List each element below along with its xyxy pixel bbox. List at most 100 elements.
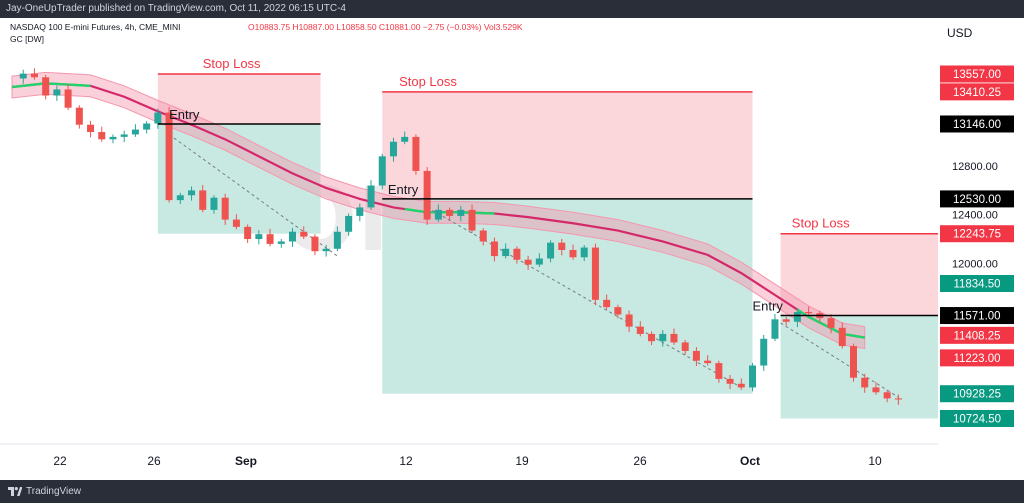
price-tag: 11408.25 [940, 326, 1014, 344]
price-tag: 10928.25 [940, 385, 1014, 403]
candle-body [659, 333, 667, 342]
candle-body [737, 383, 745, 388]
price-tag: 12530.00 [940, 190, 1014, 208]
candle-body [412, 136, 420, 171]
price-tag-box [940, 326, 1014, 344]
candle-body [749, 365, 757, 388]
price-tag: 13557.00 [940, 65, 1014, 83]
candle-body [120, 134, 128, 137]
price-tag-text: 12243.75 [953, 229, 1001, 241]
candle-body [760, 338, 768, 366]
candle-body [188, 190, 196, 196]
candle-body [87, 124, 95, 133]
price-tag: 11834.50 [940, 274, 1014, 292]
candle-body [19, 73, 27, 79]
candle-body [232, 219, 240, 227]
candle-body [580, 247, 588, 258]
price-tag-text: 11408.25 [953, 330, 1000, 342]
price-tag-box [940, 385, 1014, 403]
price-tag-box [940, 307, 1014, 325]
price-tag-text: 11834.50 [953, 278, 1000, 290]
candle-body [681, 342, 689, 351]
candle-body [838, 327, 846, 347]
price-axis-label: 12800.00 [952, 161, 998, 173]
legend-symbol: NASDAQ 100 E-mini Futures, 4h, CME_MINI [10, 22, 181, 32]
candle-body [53, 89, 61, 96]
candle-body [446, 209, 454, 216]
price-tag-text: 11571.00 [953, 311, 1000, 323]
candle-body [64, 89, 72, 108]
candle-body [782, 319, 790, 322]
tradingview-logo-icon[interactable] [8, 487, 22, 496]
price-tag-box [940, 225, 1014, 243]
candle-body [75, 107, 83, 125]
candle-body [591, 247, 599, 300]
price-tag-box [940, 83, 1014, 101]
band-midline-bullish [11, 82, 91, 89]
candle-body [692, 350, 700, 361]
stop-loss-label: Stop Loss [792, 216, 850, 231]
candle-body [199, 190, 207, 210]
candle-body [322, 248, 330, 252]
candle-body [502, 248, 510, 257]
candle-body [42, 77, 50, 96]
price-tag-box [940, 410, 1014, 427]
candle-body [715, 363, 723, 379]
candle-body [143, 123, 151, 130]
price-tag: 11223.00 [940, 349, 1014, 367]
price-axis-label: 12000.00 [952, 258, 998, 270]
price-tag-text: 10724.50 [953, 414, 1001, 426]
entry-label: Entry [388, 182, 419, 197]
entry-label: Entry [753, 299, 784, 314]
price-tag-text: 13557.00 [953, 69, 1001, 81]
candle-body [244, 226, 252, 240]
candle-body [221, 197, 229, 220]
candle-body [176, 195, 184, 201]
time-axis-label: 22 [53, 454, 67, 468]
candle-body [883, 392, 891, 399]
candle-body [670, 333, 678, 343]
price-tag-box [940, 190, 1014, 208]
tradingview-brand[interactable]: TradingView [26, 486, 82, 497]
candle-body [277, 241, 285, 244]
candle-body [255, 234, 263, 240]
price-tag: 11571.00 [940, 307, 1014, 325]
candle-body [524, 259, 532, 265]
trend-line [780, 322, 899, 398]
price-axis-label: 12400.00 [952, 210, 998, 222]
time-axis-label: Oct [740, 454, 760, 468]
price-tag-box [940, 349, 1014, 367]
stop-loss-zone [157, 74, 321, 124]
candle-body [535, 258, 543, 265]
candle-body [165, 112, 173, 201]
candle-body [345, 215, 353, 232]
publisher-text: Jay-OneUpTrader published on TradingView… [6, 3, 346, 14]
footer-bar: TradingView [0, 480, 1024, 503]
candle-body [434, 209, 442, 220]
price-tag-text: 11223.00 [953, 353, 1000, 365]
candle-body [805, 312, 813, 314]
candle-body [98, 132, 106, 140]
target-zone [157, 123, 321, 234]
candle-body [30, 73, 38, 78]
price-tag-box [940, 274, 1014, 292]
candle-body [771, 319, 779, 339]
candle-body [625, 314, 633, 327]
candle-body [109, 136, 117, 140]
time-axis-label: 26 [147, 454, 161, 468]
price-tag: 13146.00 [940, 115, 1014, 133]
time-axis-label: 12 [399, 454, 413, 468]
candle-body [266, 234, 274, 244]
stop-loss-zone [382, 91, 753, 199]
candle-body [861, 377, 869, 388]
candle-body [423, 170, 431, 220]
candle-body [154, 112, 162, 124]
stop-loss-label: Stop Loss [399, 74, 457, 89]
stop-loss-label: Stop Loss [203, 56, 261, 71]
candle-body [378, 156, 386, 186]
time-axis-label: 26 [633, 454, 647, 468]
price-tag-text: 10928.25 [953, 389, 1001, 401]
